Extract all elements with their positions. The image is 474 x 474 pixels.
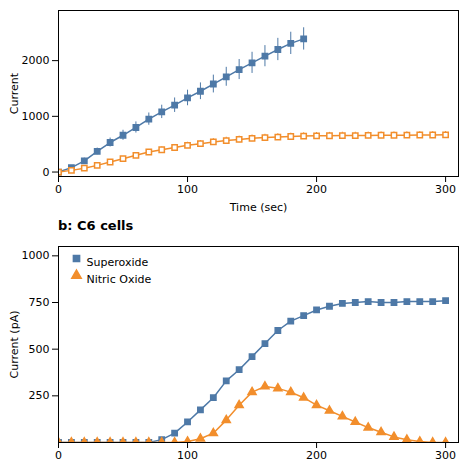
svg-text:200: 200 — [306, 183, 327, 196]
svg-text:100: 100 — [177, 449, 198, 462]
svg-text:1000: 1000 — [22, 249, 50, 262]
svg-text:Current (pA): Current (pA) — [8, 311, 21, 379]
svg-text:0: 0 — [55, 449, 62, 462]
svg-text:300: 300 — [435, 449, 456, 462]
svg-text:300: 300 — [435, 183, 456, 196]
svg-text:200: 200 — [306, 449, 327, 462]
svg-text:Nitric Oxide: Nitric Oxide — [87, 273, 152, 286]
svg-text:100: 100 — [177, 183, 198, 196]
svg-text:1000: 1000 — [22, 110, 50, 123]
html-text:b: C6 cells: b: C6 cells — [58, 218, 134, 233]
svg-text:500: 500 — [29, 343, 50, 356]
svg-text:2000: 2000 — [22, 54, 50, 67]
svg-text:Current: Current — [8, 72, 21, 114]
svg-text:Superoxide: Superoxide — [87, 256, 149, 269]
svg-text:250: 250 — [29, 389, 50, 402]
svg-text:0: 0 — [55, 183, 62, 196]
svg-text:0: 0 — [43, 166, 50, 179]
svg-text:Time (sec): Time (sec) — [229, 201, 288, 214]
svg-text:750: 750 — [29, 296, 50, 309]
